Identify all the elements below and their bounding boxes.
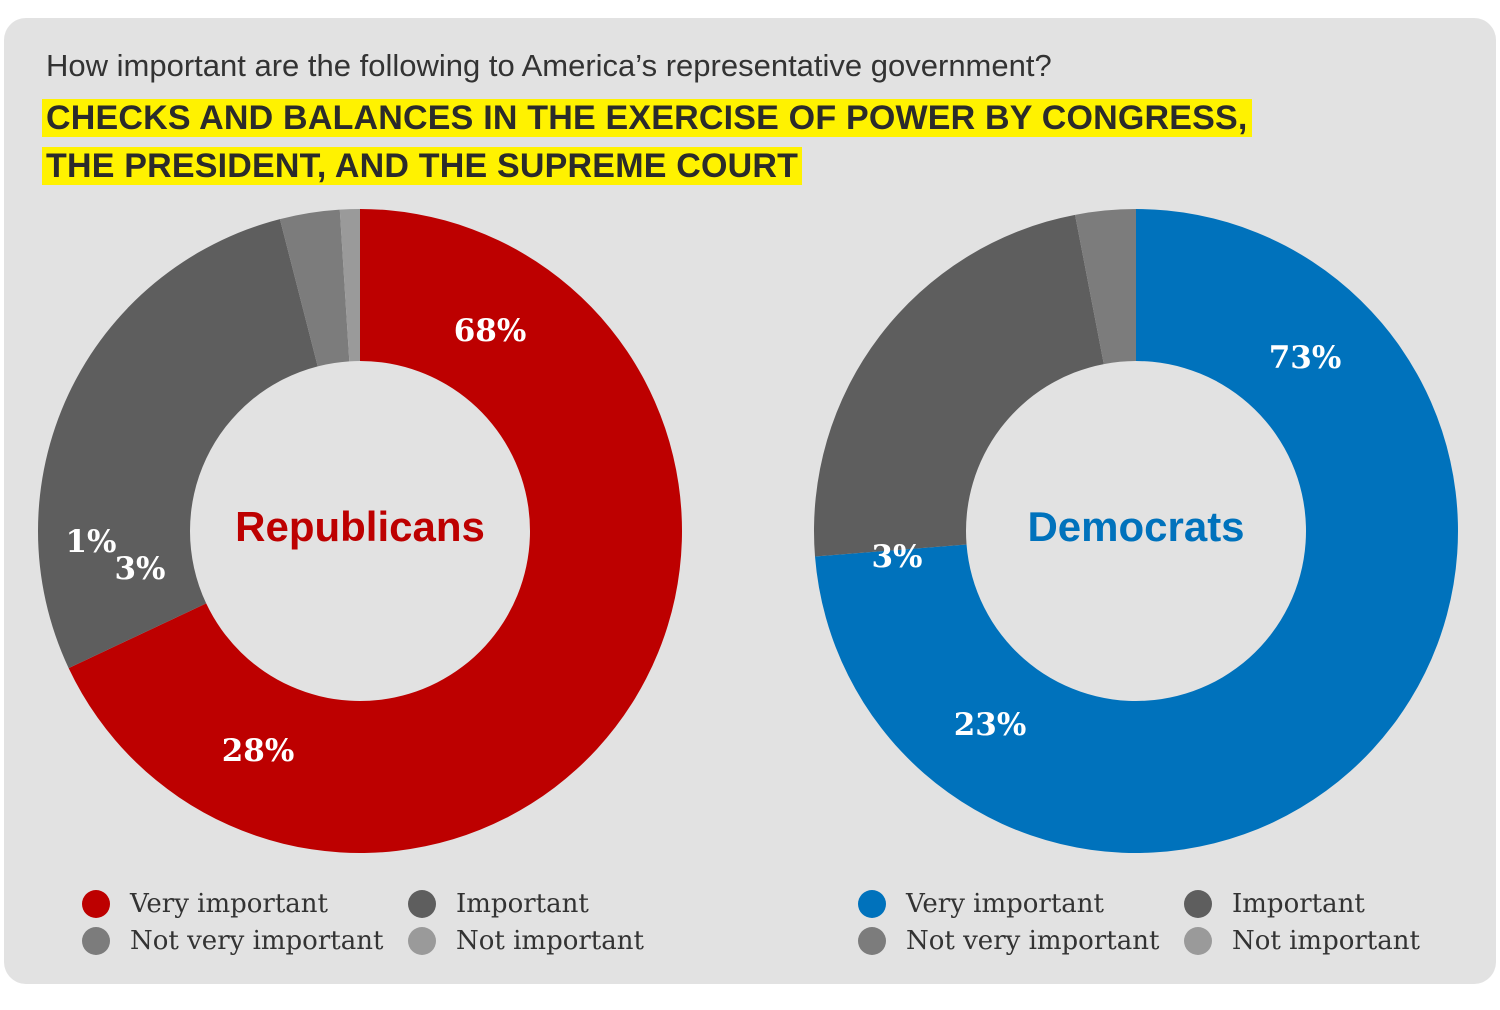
- slice-not-very-important: [279, 209, 350, 367]
- legend-swatch: [408, 889, 436, 918]
- legend-label: Important: [456, 888, 589, 919]
- legend-item: Very important: [858, 888, 1184, 919]
- headline-line-2: THE PRESIDENT, AND THE SUPREME COURT: [42, 147, 803, 185]
- data-label: 23%: [954, 707, 1027, 743]
- legend-swatch: [858, 926, 886, 955]
- data-label: 3%: [871, 539, 922, 575]
- legend-label: Not important: [456, 925, 644, 956]
- legend-swatch: [1184, 889, 1212, 918]
- legend-swatch: [82, 926, 110, 955]
- legend-swatch: [858, 889, 886, 918]
- data-label: 1%: [65, 524, 116, 560]
- question-text: How important are the following to Ameri…: [46, 48, 1052, 83]
- legend-swatch: [1184, 926, 1212, 955]
- legend-item: Not very important: [82, 925, 408, 956]
- slice-very-important: [815, 209, 1458, 853]
- slice-not-very-important: [1075, 209, 1136, 365]
- data-label: 3%: [114, 551, 165, 587]
- legend-label: Very important: [130, 888, 328, 919]
- legend-item: Very important: [82, 888, 408, 919]
- legend-swatch: [82, 889, 110, 918]
- legend-label: Important: [1232, 888, 1365, 919]
- legend-item: Not very important: [858, 925, 1184, 956]
- legend-item: Important: [1184, 888, 1444, 919]
- legend-label: Not very important: [130, 925, 384, 956]
- legend-item: Not important: [1184, 925, 1444, 956]
- slice-important: [37, 219, 318, 669]
- data-label: 28%: [222, 733, 295, 769]
- data-label: 73%: [1269, 340, 1342, 376]
- legend-republicans: Very important Important Not very import…: [82, 888, 668, 956]
- slice-very-important: [68, 209, 682, 854]
- legend-label: Not important: [1232, 925, 1420, 956]
- legend-item: Not important: [408, 925, 668, 956]
- donut-democrats: 73% 23% 3% Democrats: [814, 209, 1458, 853]
- headline-line-1: CHECKS AND BALANCES IN THE EXERCISE OF P…: [42, 99, 1252, 137]
- donut-republicans: 68% 28% 3%1% Republicans: [37, 209, 682, 854]
- legend-swatch: [408, 926, 436, 955]
- chart-title: Republicans: [235, 503, 485, 550]
- slice-important: [814, 214, 1104, 557]
- chart-title: Democrats: [1027, 503, 1244, 550]
- legend-label: Not very important: [906, 925, 1160, 956]
- slice-not-important: [339, 209, 360, 362]
- legend-democrats: Very important Important Not very import…: [858, 888, 1444, 956]
- legend-label: Very important: [906, 888, 1104, 919]
- headline: CHECKS AND BALANCES IN THE EXERCISE OF P…: [42, 94, 1252, 190]
- legend-item: Important: [408, 888, 668, 919]
- data-label: 68%: [454, 313, 527, 349]
